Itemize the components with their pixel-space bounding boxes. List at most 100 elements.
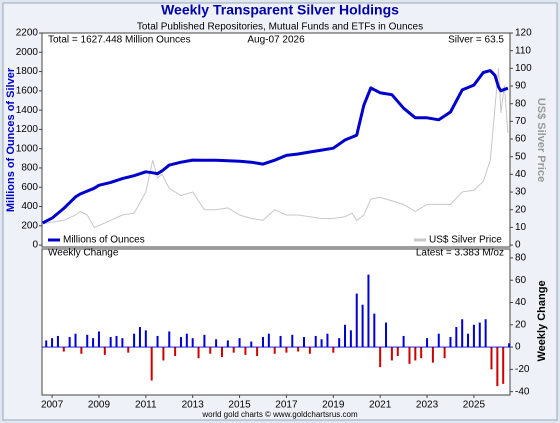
x-tick-label: 2011: [135, 400, 157, 411]
bar: [385, 322, 388, 348]
x-tick-label: 2013: [182, 400, 205, 411]
bar: [496, 347, 499, 387]
bar: [396, 347, 399, 356]
x-tick-label: 2023: [416, 400, 439, 411]
y-tick-label: 1600: [16, 85, 39, 96]
y-tick-label: 400: [21, 201, 38, 212]
bottom-y-axis-label: Weekly Change: [536, 280, 548, 361]
header-total: Total = 1627.448 Million Ounces: [48, 35, 191, 46]
y-tick-label: 20: [515, 319, 527, 330]
y2-tick-label: 0: [515, 240, 521, 251]
bar: [361, 304, 364, 348]
bar: [420, 347, 423, 359]
bar: [62, 347, 65, 352]
bar: [467, 333, 470, 348]
bottom-plot: [41, 248, 511, 396]
bar: [291, 334, 294, 348]
bar: [431, 347, 434, 363]
y-tick-label: 1400: [16, 105, 39, 116]
bar: [103, 347, 106, 355]
y-tick-label: 40: [515, 297, 527, 308]
bar: [238, 338, 241, 348]
bar: [179, 337, 182, 348]
y-tick-label: 1000: [16, 143, 39, 154]
bar: [390, 347, 393, 361]
bar: [45, 340, 48, 348]
bar: [80, 347, 83, 354]
y-tick-label: 0: [32, 240, 38, 251]
bar: [379, 347, 382, 368]
bar: [402, 335, 405, 348]
bar: [115, 335, 118, 348]
bar: [109, 337, 112, 348]
bar: [133, 333, 136, 348]
bar: [156, 335, 159, 348]
y-tick-label: 1800: [16, 66, 39, 77]
bar: [197, 347, 200, 359]
bar: [267, 333, 270, 348]
series-line: [42, 69, 509, 225]
bar: [443, 347, 446, 359]
y-tick-label: 200: [21, 220, 38, 231]
bar: [244, 347, 247, 355]
bar: [51, 338, 54, 348]
bar: [455, 327, 458, 348]
y2-tick-label: 120: [515, 28, 532, 39]
bar: [285, 347, 288, 353]
y-tick-label: 600: [21, 182, 38, 193]
bar: [127, 347, 130, 353]
bar: [472, 324, 475, 348]
bar: [74, 333, 77, 348]
bar: [226, 340, 229, 348]
series-line: [42, 67, 509, 228]
bar: [484, 319, 487, 348]
bar: [279, 335, 282, 348]
y-tick-label: 800: [21, 163, 38, 174]
y2-tick-label: 70: [515, 116, 527, 127]
bar: [367, 274, 370, 348]
bar: [303, 337, 306, 348]
y2-tick-label: 20: [515, 204, 527, 215]
bar: [490, 347, 493, 370]
header-silver: Silver = 63.5: [448, 35, 504, 46]
bottom-latest: Latest = 3.383 M/oz: [416, 248, 504, 259]
y2-tick-label: 60: [515, 134, 527, 145]
bar: [185, 333, 188, 348]
bar: [92, 338, 95, 348]
bar: [256, 347, 259, 356]
y-axis-label: Millions of Ounces of Silver: [5, 67, 17, 212]
bar: [138, 327, 141, 348]
y2-tick-label: 100: [515, 63, 532, 74]
bar: [408, 347, 411, 364]
x-tick-label: 2017: [275, 400, 298, 411]
bottom-title: Weekly Change: [48, 248, 119, 259]
y2-axis-label: US$ Silver Price: [535, 98, 547, 182]
y2-tick-label: 50: [515, 151, 527, 162]
bar: [191, 338, 194, 348]
chart-title: Weekly Transparent Silver Holdings: [161, 2, 399, 18]
bar: [121, 338, 124, 348]
y-tick-label: 60: [515, 275, 527, 286]
source: world gold charts © www.goldchartsrus.co…: [201, 410, 358, 419]
header-date: Aug-07 2026: [247, 35, 305, 46]
y-tick-label: 0: [515, 342, 521, 353]
bar: [86, 334, 89, 348]
y-tick-label: 2000: [16, 47, 39, 58]
subtitle: Total Published Repositories, Mutual Fun…: [137, 22, 423, 33]
legend-label: US$ Silver Price: [429, 235, 502, 246]
bar: [344, 324, 347, 348]
y2-tick-label: 10: [515, 222, 527, 233]
bar: [373, 313, 376, 348]
y-tick-label: -20: [515, 364, 530, 375]
bar: [502, 347, 505, 384]
bar: [273, 347, 276, 354]
bar: [426, 338, 429, 348]
bar: [232, 347, 235, 353]
bar: [168, 331, 171, 348]
legend-label: Millions of Ounces: [63, 235, 145, 246]
y2-tick-label: 40: [515, 169, 527, 180]
bar: [332, 347, 335, 353]
y-tick-label: 2200: [16, 28, 39, 39]
bar: [314, 335, 317, 348]
